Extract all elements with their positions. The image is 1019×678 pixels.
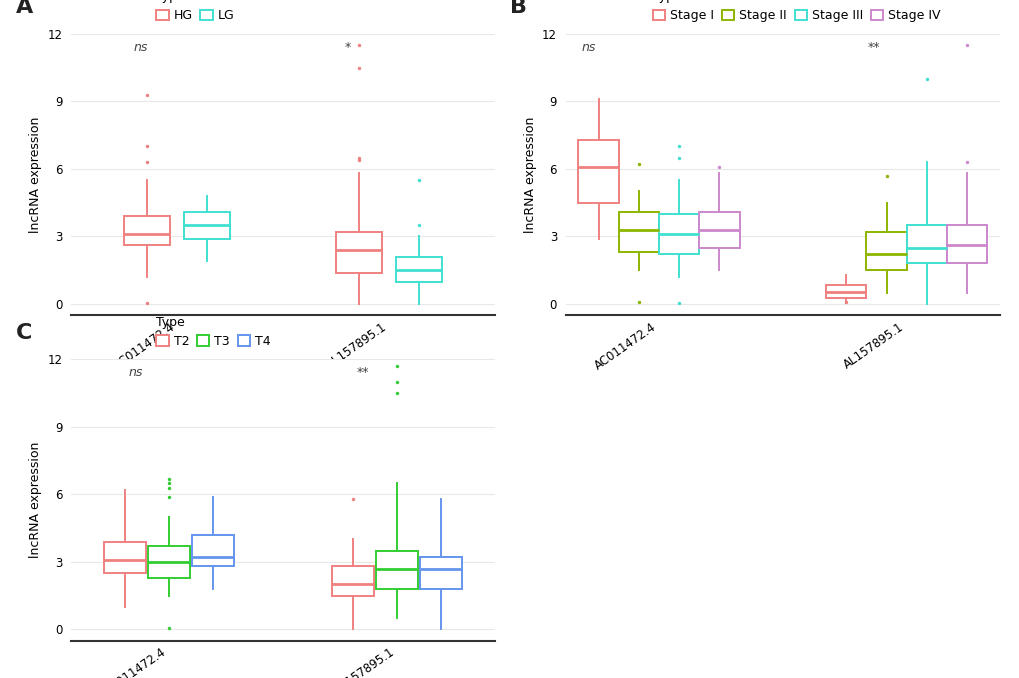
Text: **: **: [867, 41, 879, 54]
Point: [344, 494, 361, 504]
Point: [388, 361, 405, 372]
Y-axis label: lncRNA expression: lncRNA expression: [523, 117, 536, 233]
Point: [161, 482, 177, 493]
Bar: [124, 216, 170, 245]
Text: A: A: [16, 0, 34, 18]
Bar: [658, 214, 699, 254]
Text: C: C: [16, 323, 33, 343]
Point: [958, 40, 974, 51]
Point: [351, 62, 367, 73]
Point: [351, 153, 367, 163]
Legend: T2, T3, T4: T2, T3, T4: [154, 313, 273, 351]
Legend: HG, LG: HG, LG: [154, 0, 237, 25]
Point: [877, 170, 894, 181]
Y-axis label: lncRNA expression: lncRNA expression: [29, 117, 42, 233]
Point: [161, 623, 177, 634]
Text: ns: ns: [133, 41, 148, 54]
Text: *: *: [344, 41, 351, 54]
Point: [388, 388, 405, 399]
Point: [958, 157, 974, 167]
Point: [161, 478, 177, 489]
Point: [710, 161, 727, 172]
Point: [838, 296, 854, 307]
Point: [671, 298, 687, 308]
Point: [351, 155, 367, 165]
Bar: [104, 542, 146, 573]
Text: B: B: [510, 0, 526, 18]
Bar: [331, 566, 374, 596]
Point: [139, 89, 155, 100]
Text: ns: ns: [128, 366, 143, 380]
Point: [671, 153, 687, 163]
Point: [139, 141, 155, 152]
Bar: [619, 212, 658, 252]
Bar: [335, 232, 381, 273]
Point: [918, 73, 934, 84]
Bar: [395, 257, 441, 281]
Bar: [375, 551, 418, 589]
Point: [388, 376, 405, 387]
Bar: [578, 140, 619, 203]
Point: [139, 157, 155, 167]
Point: [630, 159, 646, 170]
Bar: [699, 212, 739, 247]
Point: [411, 175, 427, 186]
Bar: [148, 546, 191, 578]
Bar: [865, 232, 906, 271]
Point: [139, 298, 155, 308]
Bar: [192, 535, 234, 566]
Y-axis label: lncRNA expression: lncRNA expression: [29, 442, 42, 558]
Bar: [825, 285, 865, 298]
Point: [411, 220, 427, 231]
Point: [161, 492, 177, 502]
Point: [671, 141, 687, 152]
Bar: [906, 225, 946, 264]
Bar: [184, 212, 230, 239]
Text: **: **: [356, 366, 369, 380]
Bar: [946, 225, 986, 264]
Point: [630, 296, 646, 307]
Point: [161, 473, 177, 484]
Bar: [420, 557, 462, 589]
Legend: Stage I, Stage II, Stage III, Stage IV: Stage I, Stage II, Stage III, Stage IV: [650, 0, 943, 25]
Point: [351, 40, 367, 51]
Text: ns: ns: [581, 41, 595, 54]
